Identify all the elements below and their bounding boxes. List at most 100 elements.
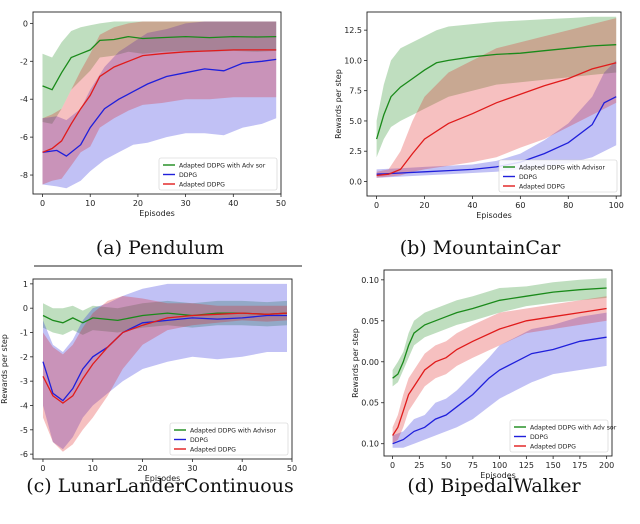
lunarlander-ytick-label: -5 [20, 426, 28, 435]
pendulum-ytick-label: -8 [20, 171, 28, 180]
pendulum-xtick-label: 0 [40, 199, 45, 208]
pendulum-xtick-label: 40 [228, 199, 238, 208]
pendulum-plot-frame [32, 11, 282, 195]
bipedalwalker-xtick-label: 50 [441, 461, 451, 470]
bipedalwalker-data-area [392, 278, 607, 448]
mountaincar-legend-label: Adapted DDPG with Advisor [519, 165, 605, 172]
bipedalwalker-ylabel: Rewards per step [351, 328, 360, 398]
bipedalwalker-band-adapted [392, 296, 607, 444]
lunarlander-band-adapted [43, 296, 287, 452]
mountaincar-line-advisor [375, 44, 617, 140]
pendulum-data-area [42, 21, 277, 189]
mountaincar-legend: Adapted DDPG with Advisor DDPG Adapted DDP… [498, 159, 618, 193]
caption-pendulum: (a) Pendulum [96, 237, 224, 259]
mountaincar-data-area [375, 16, 617, 178]
bipedalwalker-legend-label: Adapted DDPG [530, 444, 576, 451]
lunarlander-line-adapted [42, 312, 288, 404]
bipedalwalker-xtick-label: 150 [545, 461, 560, 470]
bipedalwalker-legend-label: Adapted DDPG with Adv sor [530, 425, 617, 432]
lunarlander-xtick-label: 10 [88, 464, 98, 473]
mountaincar-ytick-label: 12.5 [344, 26, 362, 35]
lunarlander-ytick-label: -1 [20, 329, 28, 338]
mountaincar-ytick-label: 10.0 [344, 56, 362, 65]
pendulum-legend-label: DDPG [179, 172, 197, 179]
bipedalwalker-line-ddpg [392, 336, 607, 445]
bipedalwalker-plot-frame [383, 269, 613, 457]
pendulum-xtick-label: 30 [181, 199, 191, 208]
pendulum-ytick-label: -6 [20, 133, 28, 142]
mountaincar-xtick-label: 60 [515, 201, 525, 210]
pendulum-line-adapted [42, 49, 277, 153]
lunarlander-ytick-label: -2 [20, 353, 28, 362]
caption-mountaincar: (b) MountainCar [400, 237, 562, 259]
pendulum-ytick-label: -2 [20, 57, 28, 66]
pendulum-legend-label: Adapted DDPG [179, 182, 225, 189]
bipedalwalker-xtick-label: 100 [492, 461, 507, 470]
pendulum-legend-label: Adapted DDPG with Adv sor [179, 163, 266, 170]
caption-lunarlander: (c) LunarLanderContinuous [26, 475, 294, 497]
bipedalwalker-ytick-label: 0.10 [361, 440, 379, 449]
mountaincar-legend-box [498, 159, 618, 193]
bipedalwalker-ytick-label: 0.10 [361, 276, 379, 285]
lunarlander-legend-label: Adapted DDPG with Advisor [190, 428, 276, 435]
mountaincar-xtick-label: 20 [419, 201, 429, 210]
lunarlander-ytick-label: -4 [20, 401, 28, 410]
lunarlander-legend-label: Adapted DDPG [190, 447, 236, 454]
mountaincar-ylabel: Rewards per step [334, 69, 343, 139]
mountaincar-xlabel: Episodes [476, 211, 512, 220]
bipedalwalker-xtick-label: 25 [414, 461, 424, 470]
bipedalwalker-ytick-label: 0.00 [361, 358, 379, 367]
panel-lunarlander: 0 10 20 30 40 5010-1-2-3-4-5-6EpisodesRewards… [0, 278, 297, 483]
lunarlander-xtick-label: 0 [40, 464, 45, 473]
pendulum-xtick-label: 50 [276, 199, 286, 208]
mountaincar-ytick-label: 5.0 [349, 117, 362, 126]
panel-bipedalwalker: 0 25 50 75 100 125 150 175 200 0.10 0.05 0.00 0.05 0.… [351, 269, 617, 480]
mountaincar-legend-label: Adapted DDPG [519, 184, 565, 191]
lunarlander-legend-label: DDPG [190, 437, 208, 444]
panel-pendulum: 0 10 20 30 40 50 -8 -6 -4 -2 0 Episodes Adapted DDPG… [20, 11, 286, 218]
bipedalwalker-line-advisor [392, 287, 607, 379]
pendulum-xlabel: Episodes [139, 209, 175, 218]
lunarlander-xlabel: Episodes [145, 474, 181, 483]
mountaincar-ytick-label: 7.5 [349, 87, 362, 96]
lunarlander-ytick-label: 1 [23, 280, 28, 289]
bipedalwalker-ytick-label: 0.05 [361, 399, 379, 408]
lunarlander-band-advisor [43, 300, 287, 335]
lunarlander-legend: Adapted DDPG with Advisor DDPG Adapted DDP… [169, 422, 289, 456]
lunarlander-plot-frame [32, 278, 293, 460]
pendulum-band-ddpg [42, 21, 277, 189]
mountaincar-xtick-label: 0 [374, 201, 379, 210]
mountaincar-ytick-label: 2.5 [349, 147, 362, 156]
pendulum-legend: Adapted DDPG with Adv sor DDPG Adapted DDP… [158, 157, 278, 191]
mountaincar-xtick-label: 100 [609, 201, 624, 210]
lunarlander-xtick-label: 40 [237, 464, 247, 473]
pendulum-ytick-label: -4 [20, 95, 28, 104]
bipedalwalker-band-ddpg [392, 312, 607, 448]
bipedalwalker-xtick-label: 75 [468, 461, 478, 470]
pendulum-legend-box [158, 157, 278, 191]
bipedalwalker-xtick-label: 125 [519, 461, 534, 470]
lunarlander-ylabel: Rewards per step [0, 334, 9, 404]
pendulum-band-advisor [42, 21, 277, 124]
mountaincar-ytick-label: 0.0 [349, 177, 362, 186]
pendulum-band-adapted [42, 21, 277, 185]
bipedalwalker-xtick-label: 175 [572, 461, 587, 470]
bipedalwalker-ytick-label: 0.05 [361, 317, 379, 326]
mountaincar-line-adapted [376, 62, 617, 177]
bipedalwalker-legend-box [509, 419, 609, 453]
lunarlander-ytick-label: -6 [20, 450, 28, 459]
lunarlander-xtick-label: 20 [137, 464, 147, 473]
lunarlander-band-ddpg [43, 283, 287, 450]
panel-mountaincar: 0 20 40 60 80 100 0.0 2.5 5.0 7.5 10.0 12.5 Episodes… [334, 11, 624, 220]
mountaincar-band-adapted [376, 18, 617, 178]
pendulum-xtick-label: 20 [133, 199, 143, 208]
lunarlander-xtick-label: 50 [287, 464, 297, 473]
bipedalwalker-line-adapted [392, 307, 607, 436]
lunarlander-ytick-label: -3 [20, 377, 28, 386]
caption-bipedalwalker: (d) BipedalWalker [407, 475, 581, 497]
lunarlander-legend-box [169, 422, 289, 456]
pendulum-line-ddpg [42, 58, 277, 157]
pendulum-line-advisor [42, 35, 277, 91]
lunarlander-xtick-label: 30 [187, 464, 197, 473]
mountaincar-xtick-label: 40 [467, 201, 477, 210]
